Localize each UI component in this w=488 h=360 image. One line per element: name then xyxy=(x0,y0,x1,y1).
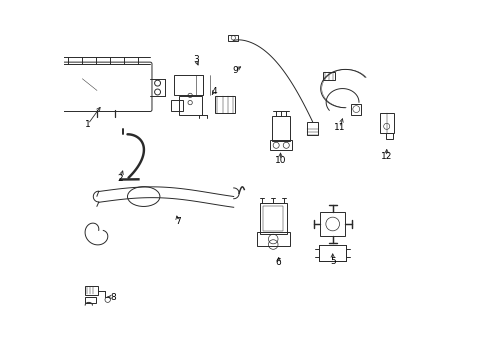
Bar xyxy=(318,244,346,261)
Text: 7: 7 xyxy=(175,217,181,226)
Bar xyxy=(228,35,238,41)
Text: 1: 1 xyxy=(85,120,91,129)
Bar xyxy=(259,203,286,234)
Text: 6: 6 xyxy=(275,258,281,267)
Bar xyxy=(263,206,283,231)
Bar xyxy=(85,286,98,295)
Bar xyxy=(386,134,392,139)
Bar xyxy=(174,75,203,95)
Text: 2: 2 xyxy=(117,174,123,183)
Bar xyxy=(171,100,183,111)
Bar xyxy=(306,122,318,135)
Bar xyxy=(322,72,334,80)
Text: 10: 10 xyxy=(274,156,285,165)
Text: 11: 11 xyxy=(333,123,345,132)
Text: 12: 12 xyxy=(380,152,391,161)
Text: 4: 4 xyxy=(211,87,216,96)
Text: 5: 5 xyxy=(329,256,335,265)
Text: 3: 3 xyxy=(193,55,198,64)
Bar xyxy=(272,116,290,141)
Bar xyxy=(379,113,393,134)
Bar xyxy=(85,297,96,303)
Bar xyxy=(269,140,292,150)
Text: 9: 9 xyxy=(232,66,238,75)
Bar xyxy=(214,96,234,113)
Bar xyxy=(178,96,201,115)
Text: 8: 8 xyxy=(110,292,116,302)
Bar xyxy=(351,104,360,114)
Bar xyxy=(256,232,289,246)
Bar xyxy=(320,212,345,236)
